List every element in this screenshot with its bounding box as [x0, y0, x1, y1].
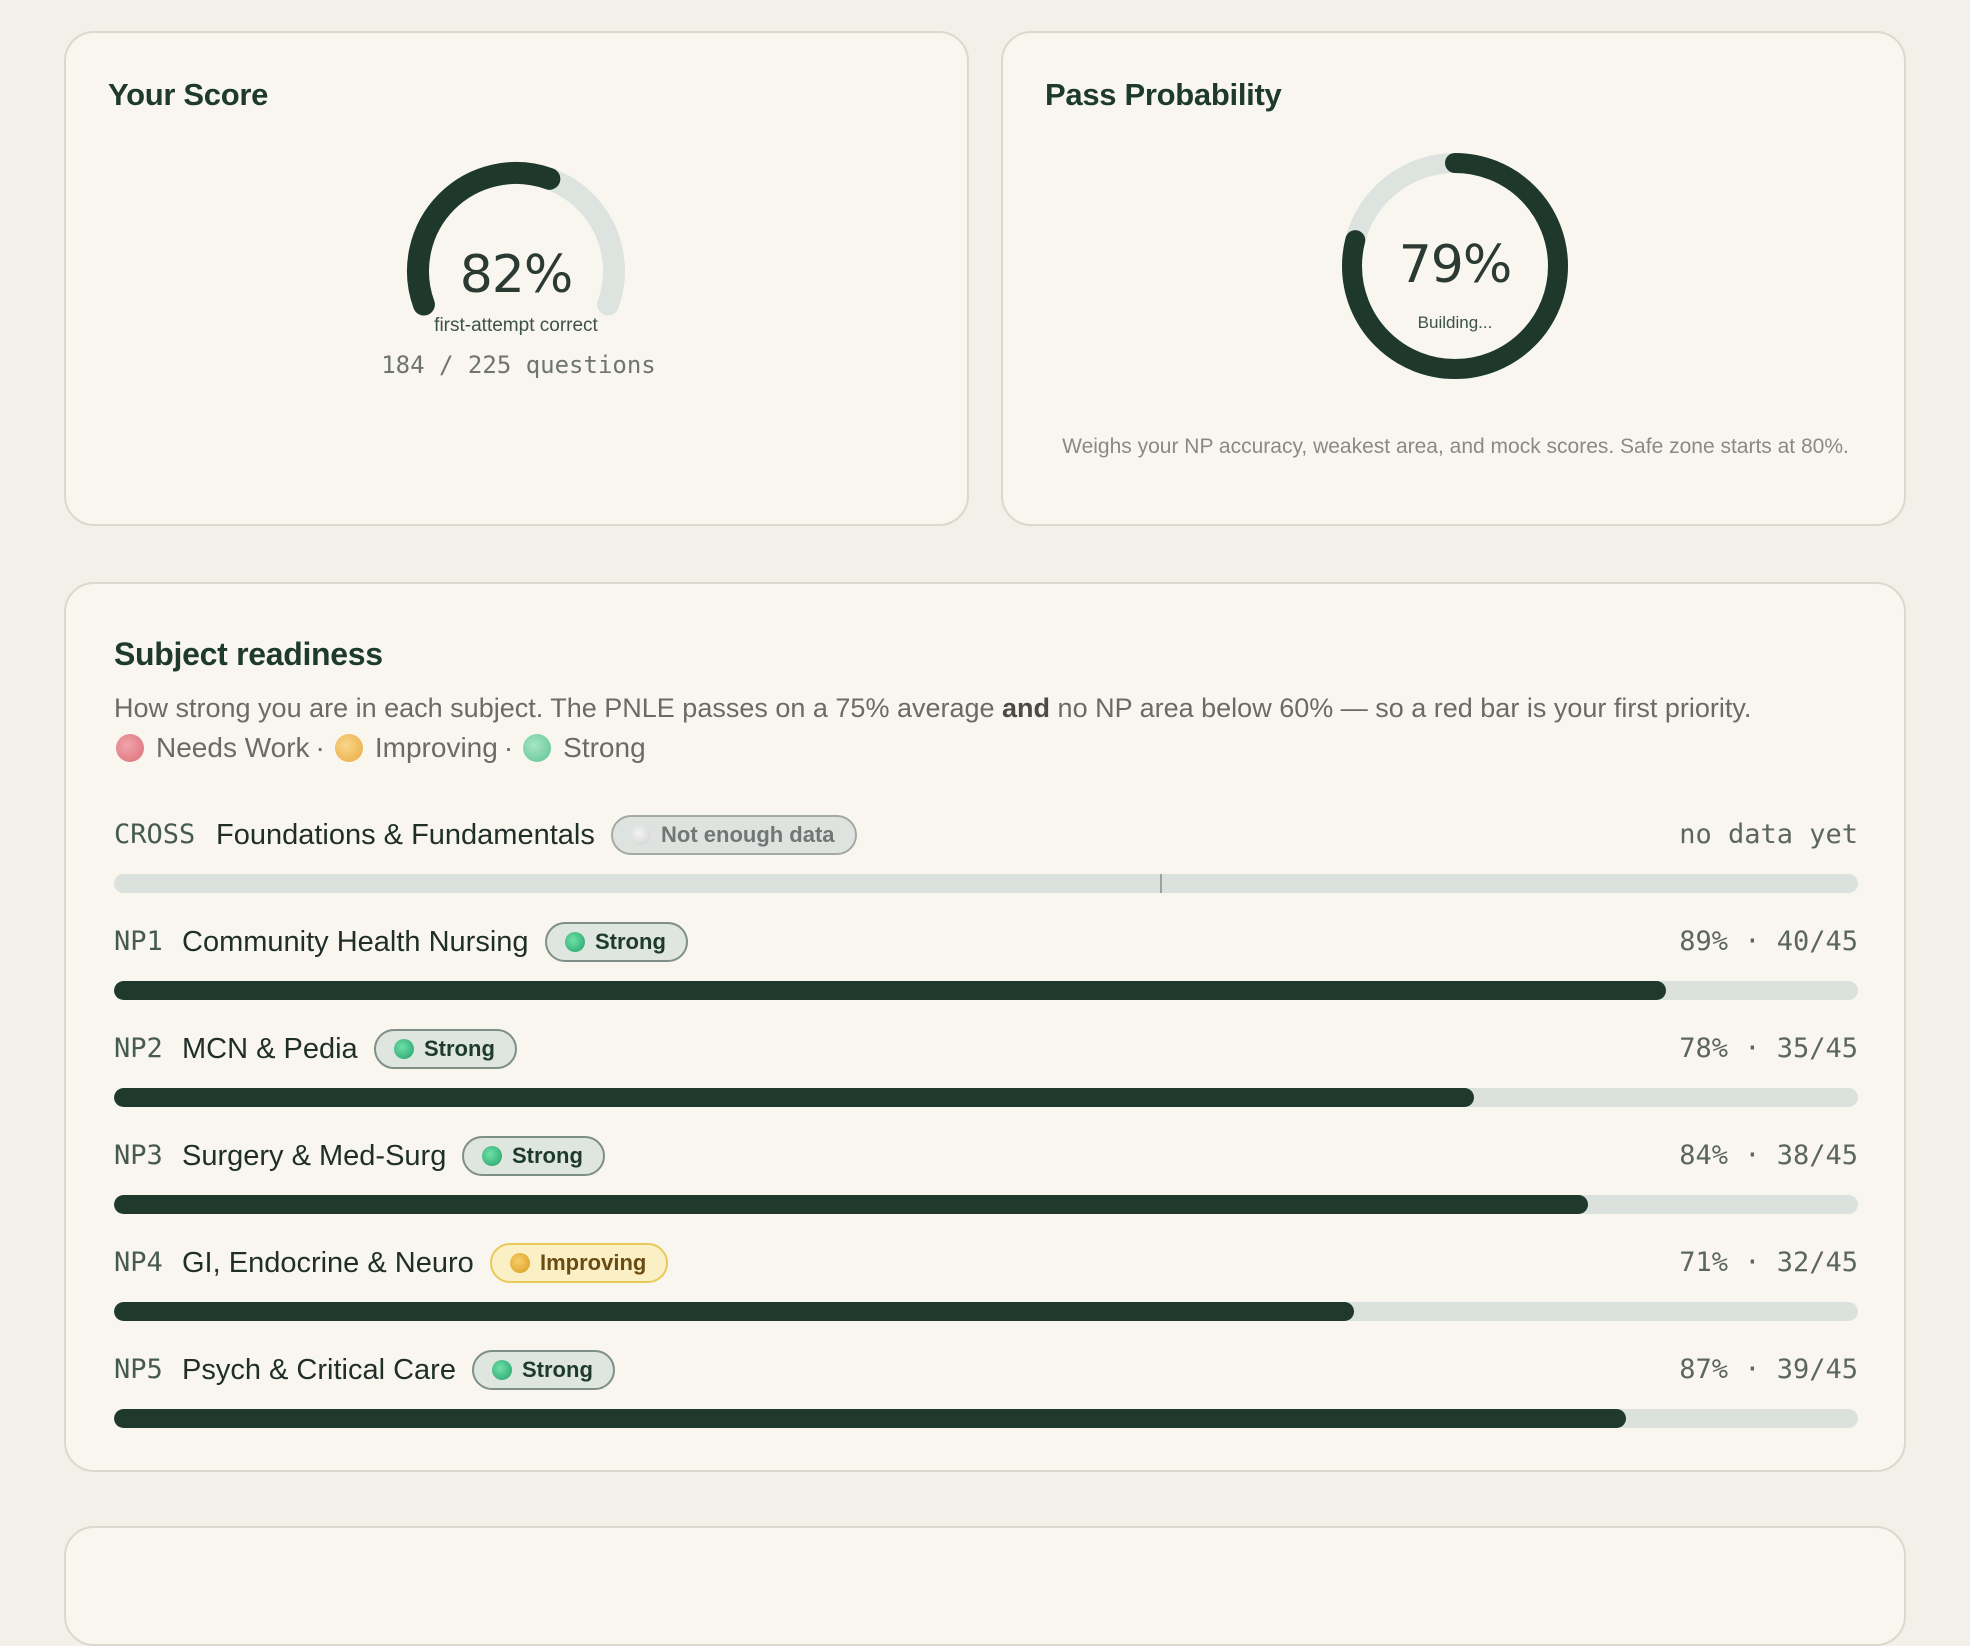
subject-stat: 87% · 39/45 — [1679, 1354, 1858, 1385]
status-badge: Strong — [472, 1350, 615, 1390]
score-subtitle: first-attempt correct — [434, 315, 598, 336]
subject-stat: 78% · 35/45 — [1679, 1033, 1858, 1064]
status-dot-icon — [510, 1253, 530, 1273]
subject-code: NP2 — [114, 1033, 163, 1064]
progress-fill — [114, 1088, 1475, 1107]
progress-track — [114, 1195, 1858, 1214]
subject-code: CROSS — [114, 819, 196, 850]
subject-name: Surgery & Med-Surg — [182, 1140, 447, 1172]
status-badge: Strong — [374, 1029, 517, 1069]
status-badge-label: Strong — [424, 1036, 495, 1061]
subject-name: MCN & Pedia — [182, 1033, 358, 1065]
subject-code: NP5 — [114, 1354, 163, 1385]
subject-readiness-card: Subject readiness How strong you are in … — [64, 582, 1906, 1472]
legend-needs-work: Needs Work — [156, 732, 310, 763]
progress-marker — [1160, 874, 1163, 893]
status-dot-icon — [565, 932, 585, 952]
readiness-description: How strong you are in each subject. The … — [114, 688, 1874, 728]
subject-row[interactable]: NP4 GI, Endocrine & Neuro Improving 71% · 3… — [114, 1241, 1858, 1325]
subject-stat: 84% · 38/45 — [1679, 1140, 1858, 1171]
score-card: Your Score 82% first-attempt correct 184… — [64, 31, 969, 526]
score-gauge-arc — [407, 162, 625, 316]
pass-percent: 79% — [1398, 235, 1513, 295]
desc-text-1: How strong you are in each subject. The … — [114, 693, 1003, 723]
status-badge-label: Not enough data — [661, 822, 835, 847]
subject-code: NP1 — [114, 926, 163, 957]
progress-fill — [114, 1302, 1354, 1321]
subject-name: GI, Endocrine & Neuro — [182, 1247, 474, 1279]
score-percent: 82% — [459, 245, 574, 305]
subject-name: Community Health Nursing — [182, 926, 529, 958]
progress-fill — [114, 981, 1667, 1000]
pass-ring-arc — [1342, 153, 1568, 379]
legend-separator: · — [315, 732, 325, 763]
pass-note: Weighs your NP accuracy, weakest area, a… — [1062, 435, 1849, 458]
subject-row[interactable]: NP1 Community Health Nursing Strong 89% · 4… — [114, 920, 1858, 1004]
subject-row[interactable]: NP5 Psych & Critical Care Strong 87% · 39/4… — [114, 1348, 1858, 1432]
score-questions: 184 / 225 questions — [381, 351, 656, 379]
desc-text-bold: and — [1002, 693, 1051, 723]
subject-name: Foundations & Fundamentals — [216, 819, 595, 851]
status-dot-icon — [482, 1146, 502, 1166]
progress-track — [114, 1088, 1858, 1107]
status-badge-label: Strong — [595, 929, 666, 954]
readiness-title: Subject readiness — [114, 636, 383, 672]
legend-improving: Improving — [374, 732, 498, 763]
status-badge: Not enough data — [611, 815, 857, 855]
progress-track — [114, 981, 1858, 1000]
status-badge-label: Strong — [522, 1357, 593, 1382]
status-badge: Improving — [490, 1243, 669, 1283]
readiness-legend: Needs Work · Improving · Strong — [116, 732, 646, 764]
subject-stat: no data yet — [1679, 819, 1858, 850]
pass-ring: 79% Building... — [1340, 151, 1570, 381]
needs-work-dot-icon — [116, 734, 144, 762]
progress-track — [114, 1302, 1858, 1321]
progress-track — [114, 1409, 1858, 1428]
subject-name: Psych & Critical Care — [182, 1354, 456, 1386]
progress-fill — [114, 1409, 1627, 1428]
subject-row[interactable]: NP3 Surgery & Med-Surg Strong 84% · 38/45 — [114, 1134, 1858, 1218]
pass-status: Building... — [1417, 313, 1493, 332]
legend-strong: Strong — [563, 732, 646, 763]
subject-row[interactable]: CROSS Foundations & Fundamentals Not enoug… — [114, 813, 1858, 897]
status-badge-label: Improving — [540, 1250, 647, 1275]
subject-stat: 71% · 32/45 — [1679, 1247, 1858, 1278]
desc-text-2: no NP area below 60% — so a red bar is y… — [1050, 693, 1752, 723]
legend-separator: · — [503, 732, 514, 763]
pass-probability-card: Pass Probability 79% Building... Weighs … — [1001, 31, 1906, 526]
strong-dot-icon — [523, 734, 552, 762]
status-dot-icon — [492, 1360, 512, 1380]
score-gauge: 82% first-attempt correct — [366, 151, 666, 351]
subject-code: NP4 — [114, 1247, 163, 1278]
status-dot-icon — [394, 1039, 414, 1059]
next-card — [64, 1526, 1906, 1646]
subject-row[interactable]: NP2 MCN & Pedia Strong 78% · 35/45 — [114, 1027, 1858, 1111]
subject-code: NP3 — [114, 1140, 163, 1171]
score-title: Your Score — [108, 77, 269, 112]
status-badge: Strong — [545, 922, 688, 962]
progress-fill — [114, 1195, 1588, 1214]
improving-dot-icon — [334, 734, 363, 762]
status-dot-icon — [631, 825, 651, 845]
pass-title: Pass Probability — [1045, 77, 1282, 112]
progress-track — [114, 874, 1858, 893]
status-badge-label: Strong — [512, 1143, 583, 1168]
status-badge: Strong — [462, 1136, 605, 1176]
subject-stat: 89% · 40/45 — [1679, 926, 1858, 957]
